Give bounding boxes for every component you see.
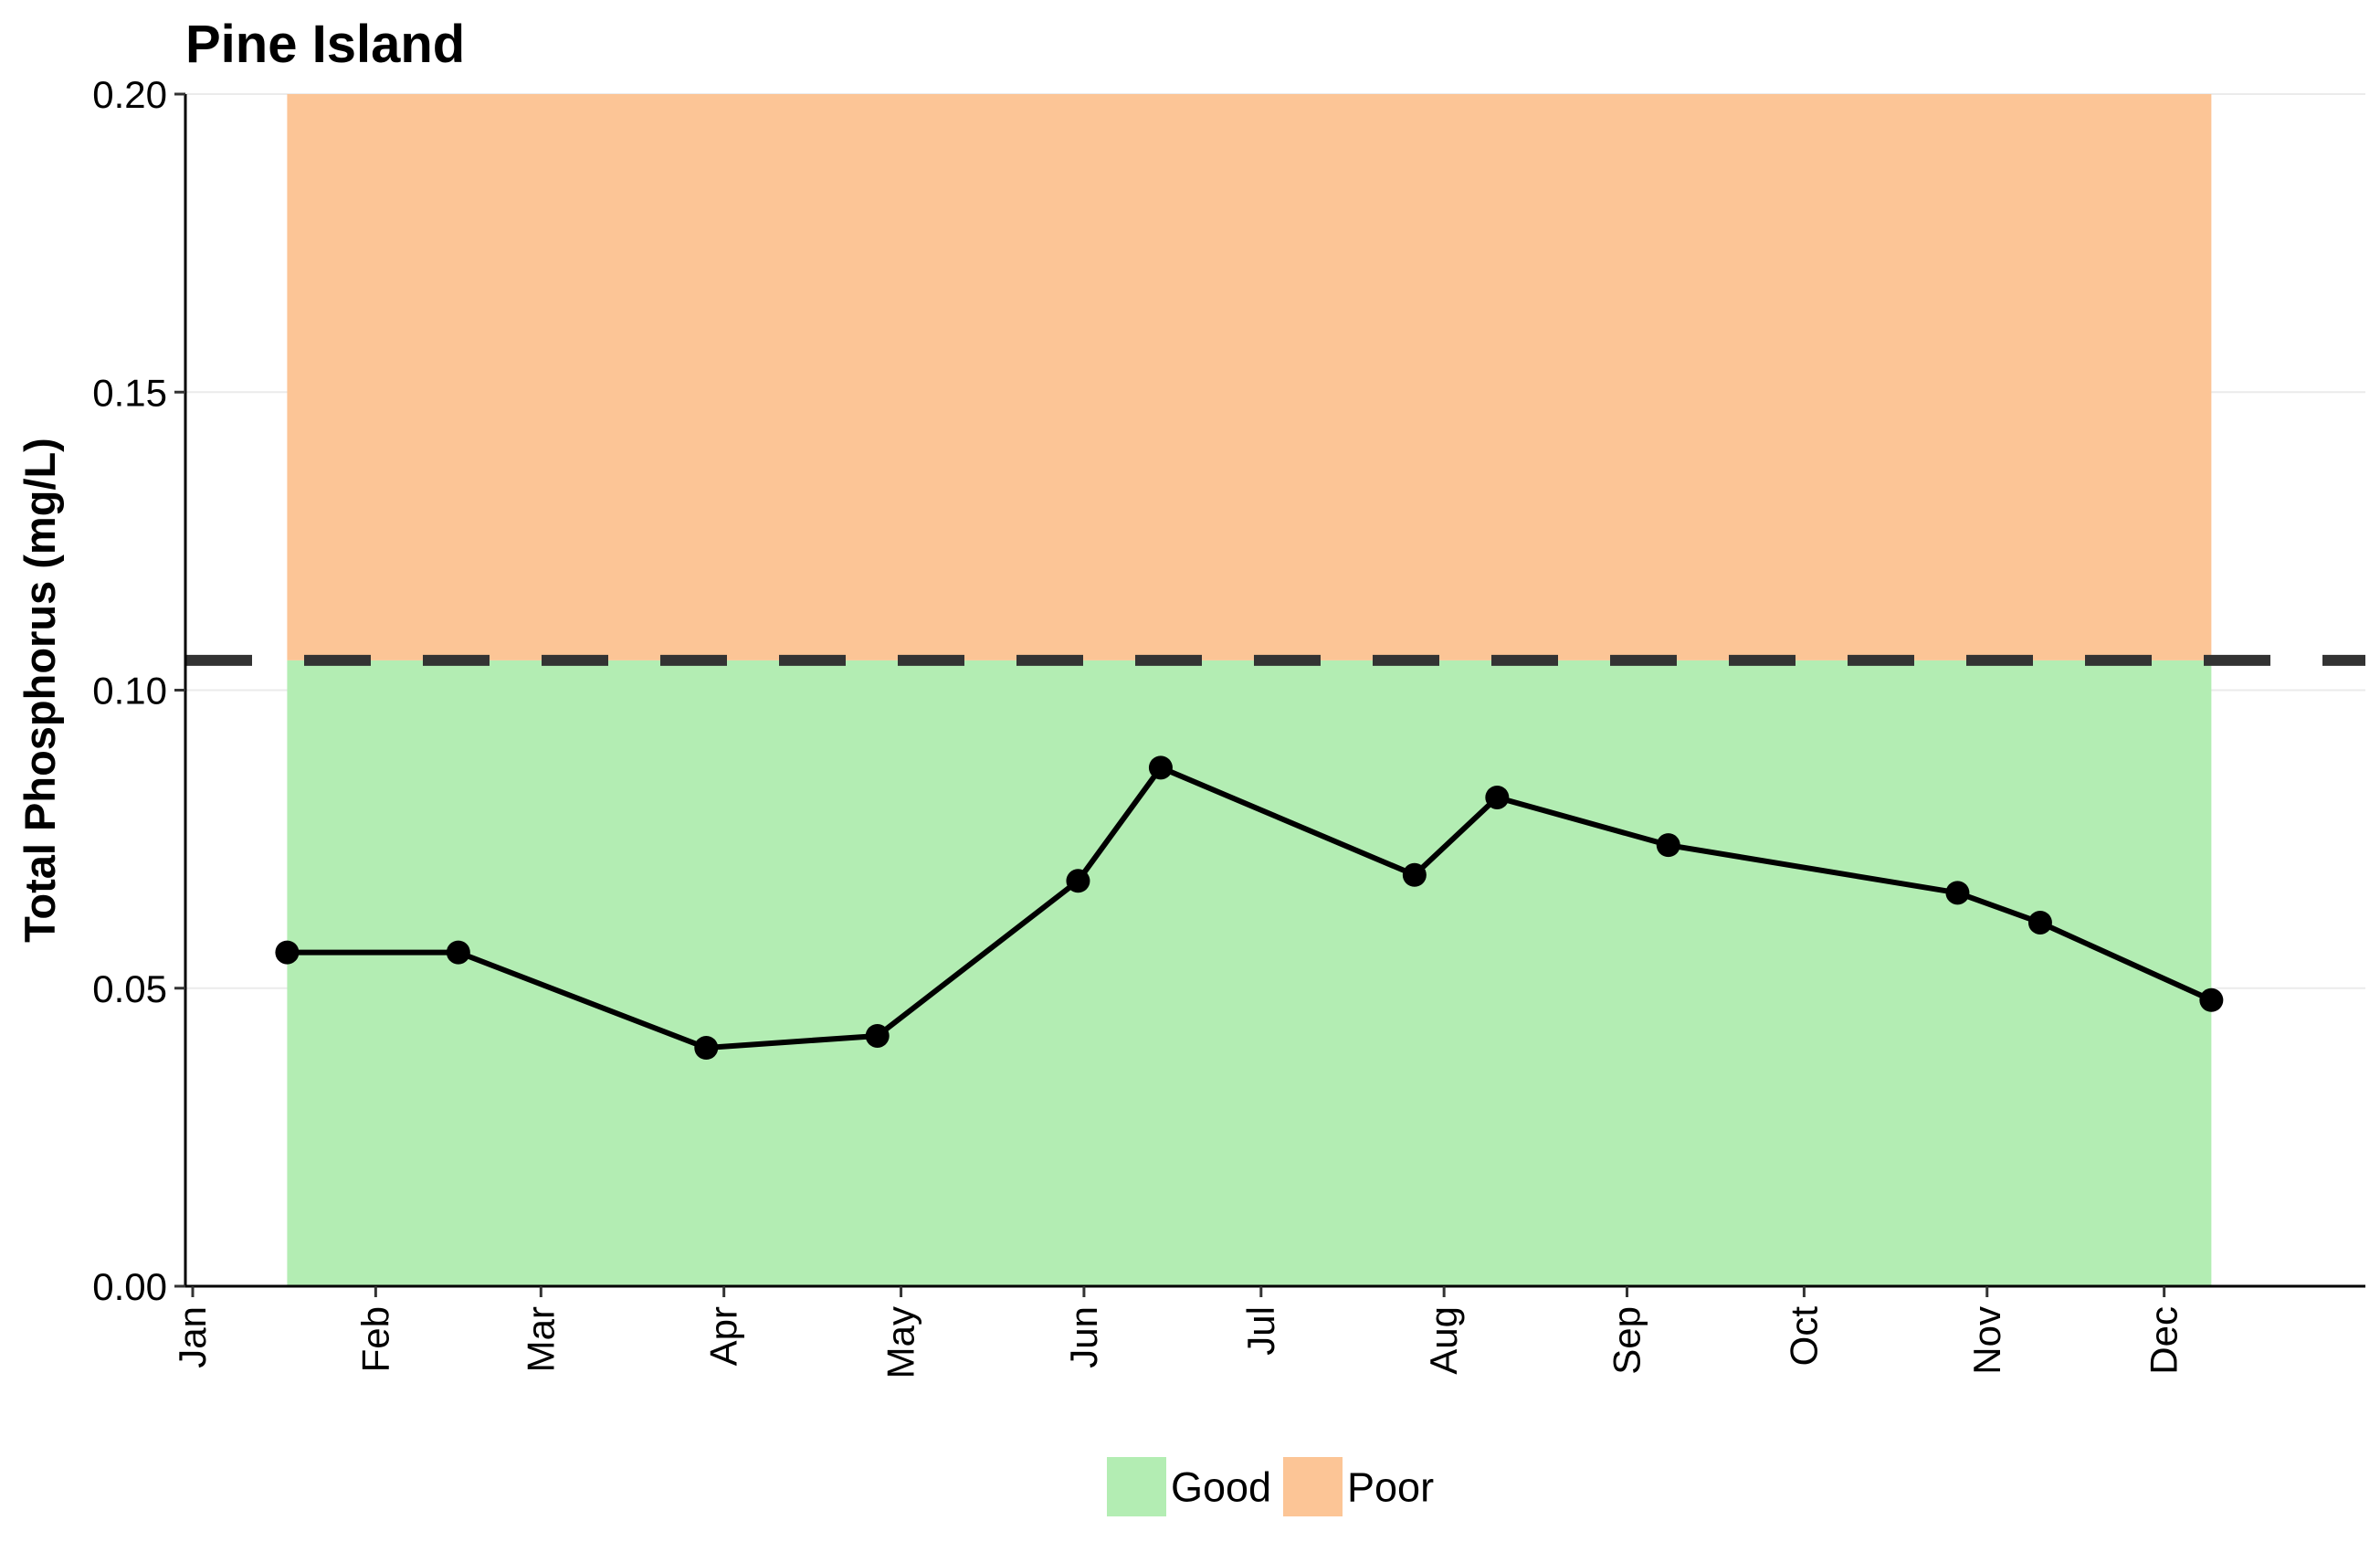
x-tick-label: Apr [702, 1306, 745, 1366]
x-tick-label: Mar [519, 1306, 562, 1372]
chart-title: Pine Island [185, 15, 465, 74]
y-tick-label: 0.15 [92, 371, 167, 414]
legend-label-good: Good [1171, 1464, 1271, 1511]
threshold-bands [287, 94, 2212, 1286]
axes: 0.00 0.05 0.10 0.15 0.20 Jan Feb Mar Apr May Jun Ju… [92, 73, 2365, 1378]
x-tick-label: Jun [1062, 1306, 1105, 1368]
data-point [694, 1036, 719, 1060]
legend-key-poor [1283, 1457, 1343, 1516]
data-point [1066, 869, 1090, 893]
data-point [1485, 785, 1510, 809]
band-good [287, 660, 2212, 1286]
x-tick-label: May [879, 1306, 922, 1378]
y-tick-label: 0.05 [92, 967, 167, 1010]
legend: Good Poor [1107, 1457, 1434, 1516]
y-tick-label: 0.00 [92, 1265, 167, 1308]
data-point [2027, 910, 2052, 935]
data-point [2199, 987, 2224, 1012]
data-series [275, 755, 2224, 1060]
x-tick-label: Feb [353, 1306, 396, 1372]
x-tick-label: Sep [1606, 1306, 1648, 1375]
x-tick-label: Jul [1239, 1306, 1282, 1356]
data-point [275, 940, 300, 965]
band-poor [287, 94, 2212, 660]
data-point [865, 1023, 890, 1048]
y-tick-label: 0.20 [92, 73, 167, 116]
y-axis-label: Total Phosphorus (mg/L) [16, 438, 64, 943]
data-point [1148, 755, 1173, 780]
x-tick-label: Oct [1782, 1306, 1825, 1367]
legend-label-poor: Poor [1347, 1464, 1434, 1511]
data-point [446, 940, 470, 965]
data-point [1945, 881, 1970, 905]
legend-key-good [1107, 1457, 1166, 1516]
chart-text: Pine Island Total Phosphorus (mg/L) [16, 15, 465, 943]
x-tick-label: Jan [171, 1306, 214, 1368]
data-point [1402, 862, 1427, 887]
series-line [287, 765, 2213, 1051]
x-tick-label: Dec [2143, 1306, 2185, 1375]
x-tick-label: Nov [1965, 1306, 2008, 1375]
x-tick-label: Aug [1422, 1306, 1465, 1375]
y-tick-label: 0.10 [92, 670, 167, 713]
data-point [1656, 833, 1680, 858]
